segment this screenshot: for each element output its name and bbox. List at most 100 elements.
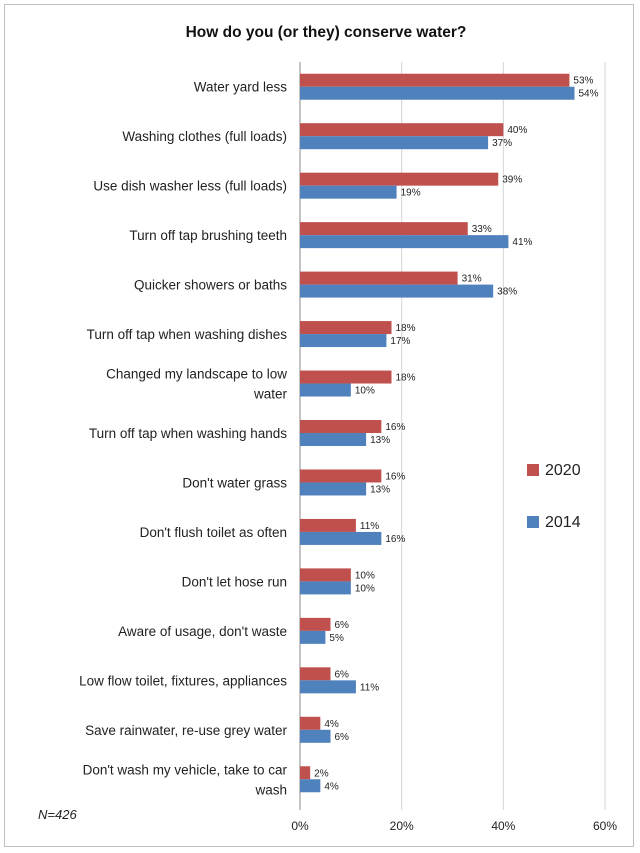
data-label-2020: 40% xyxy=(507,125,527,136)
bar-2014 xyxy=(300,531,382,545)
data-label-2014: 37% xyxy=(492,138,512,149)
category-label-line: Changed my landscape to low xyxy=(106,367,287,382)
data-label-2020: 18% xyxy=(396,373,416,384)
category-label-line: Water yard less xyxy=(194,80,288,95)
category-label: Quicker showers or baths xyxy=(134,278,287,293)
category-label-line: Don't wash my vehicle, take to car xyxy=(83,762,288,777)
data-label-2020: 53% xyxy=(573,76,593,87)
data-label-2014: 10% xyxy=(355,386,375,397)
category-label: Turn off tap when washing dishes xyxy=(87,327,288,342)
category-label-line: Use dish washer less (full loads) xyxy=(93,179,287,194)
category-label-line: water xyxy=(253,387,288,402)
data-label-2014: 4% xyxy=(324,781,339,792)
category-label-line: Don't water grass xyxy=(182,475,287,490)
category-label-line: Don't flush toilet as often xyxy=(140,525,287,540)
bar-2020 xyxy=(300,667,331,681)
category-label: Turn off tap brushing teeth xyxy=(129,228,287,243)
bar-2020 xyxy=(300,73,570,87)
legend-swatch-2014 xyxy=(527,516,539,528)
category-label: Turn off tap when washing hands xyxy=(89,426,287,441)
data-label-2020: 4% xyxy=(324,719,339,730)
data-label-2014: 41% xyxy=(512,237,532,248)
bar-2020 xyxy=(300,617,331,631)
data-label-2020: 11% xyxy=(360,521,379,532)
bar-2014 xyxy=(300,185,397,199)
category-label: Low flow toilet, fixtures, appliances xyxy=(79,673,287,688)
bar-2014 xyxy=(300,729,331,743)
category-label: Water yard less xyxy=(194,80,288,95)
category-label-line: Turn off tap when washing dishes xyxy=(87,327,288,342)
category-label: Don't wash my vehicle, take to car wash xyxy=(83,762,288,797)
data-label-2014: 19% xyxy=(401,188,421,199)
bar-2020 xyxy=(300,271,458,285)
bar-2020 xyxy=(300,716,321,730)
data-label-2014: 54% xyxy=(579,89,599,100)
category-label-line: Don't let hose run xyxy=(182,574,287,589)
legend-label-2020: 2020 xyxy=(545,462,581,479)
data-label-2020: 6% xyxy=(335,620,350,631)
x-tick-label: 0% xyxy=(291,819,309,833)
x-tick-label: 40% xyxy=(491,819,515,833)
bar-2020 xyxy=(300,123,504,137)
bar-2020 xyxy=(300,222,468,236)
bar-2014 xyxy=(300,383,351,397)
bar-2020 xyxy=(300,420,382,433)
x-tick-label: 20% xyxy=(390,819,414,833)
category-label: Don't water grass xyxy=(182,475,287,490)
data-label-2020: 33% xyxy=(472,224,492,235)
data-label-2020: 39% xyxy=(502,175,522,186)
bar-2020 xyxy=(300,172,499,186)
legend-swatch-2020 xyxy=(527,464,539,476)
category-label-line: Turn off tap brushing teeth xyxy=(129,228,287,243)
bar-2014 xyxy=(300,433,367,446)
bar-2014 xyxy=(300,680,356,694)
category-labels: Water yard less Washing clothes (full loa… xyxy=(79,80,287,798)
category-label: Washing clothes (full loads) xyxy=(122,129,287,144)
bar-2014 xyxy=(300,630,326,644)
legend-label-2014: 2014 xyxy=(545,514,581,531)
category-label-line: Save rainwater, re-use grey water xyxy=(85,723,287,738)
data-label-2014: 13% xyxy=(370,484,390,495)
bar-2020 xyxy=(300,321,392,335)
category-label: Save rainwater, re-use grey water xyxy=(85,723,287,738)
category-label: Don't let hose run xyxy=(182,574,287,589)
data-label-2014: 6% xyxy=(335,732,350,743)
data-label-2014: 16% xyxy=(385,534,405,545)
bars: 53% 54% 40% 37% 39% 19% 33% 41% 31% 38% 18% 17% 18% 1… xyxy=(300,73,599,793)
bar-2014 xyxy=(300,284,494,298)
category-label-line: Quicker showers or baths xyxy=(134,278,287,293)
chart-title: How do you (or they) conserve water? xyxy=(186,24,467,41)
category-label-line: wash xyxy=(254,782,287,797)
data-label-2020: 6% xyxy=(335,669,350,680)
category-label: Aware of usage, don't waste xyxy=(118,624,287,639)
bar-2014 xyxy=(300,334,387,348)
data-label-2020: 18% xyxy=(396,323,416,334)
category-label-line: Aware of usage, don't waste xyxy=(118,624,287,639)
x-axis: 0% 20% 40% 60% xyxy=(291,819,617,833)
sample-size-note: N=426 xyxy=(38,807,77,822)
data-label-2020: 16% xyxy=(385,471,405,482)
data-label-2020: 16% xyxy=(385,422,405,433)
category-label: Use dish washer less (full loads) xyxy=(93,179,287,194)
data-label-2014: 17% xyxy=(390,336,410,347)
bar-2014 xyxy=(300,482,367,496)
data-label-2020: 2% xyxy=(314,768,329,779)
data-label-2014: 5% xyxy=(329,633,344,644)
bar-2014 xyxy=(300,779,321,793)
category-label-line: Washing clothes (full loads) xyxy=(122,129,287,144)
category-label-line: Turn off tap when washing hands xyxy=(89,426,287,441)
bar-2020 xyxy=(300,469,382,483)
bar-2020 xyxy=(300,568,351,582)
data-label-2014: 38% xyxy=(497,287,517,298)
data-label-2020: 10% xyxy=(355,570,375,581)
bar-2020 xyxy=(300,370,392,384)
data-label-2014: 11% xyxy=(360,682,379,693)
bar-2014 xyxy=(300,86,575,100)
bar-2014 xyxy=(300,581,351,595)
category-label: Don't flush toilet as often xyxy=(140,525,287,540)
data-label-2020: 31% xyxy=(462,274,482,285)
category-label: Changed my landscape to low water xyxy=(106,367,287,402)
data-label-2014: 10% xyxy=(355,583,375,594)
x-tick-label: 60% xyxy=(593,819,617,833)
